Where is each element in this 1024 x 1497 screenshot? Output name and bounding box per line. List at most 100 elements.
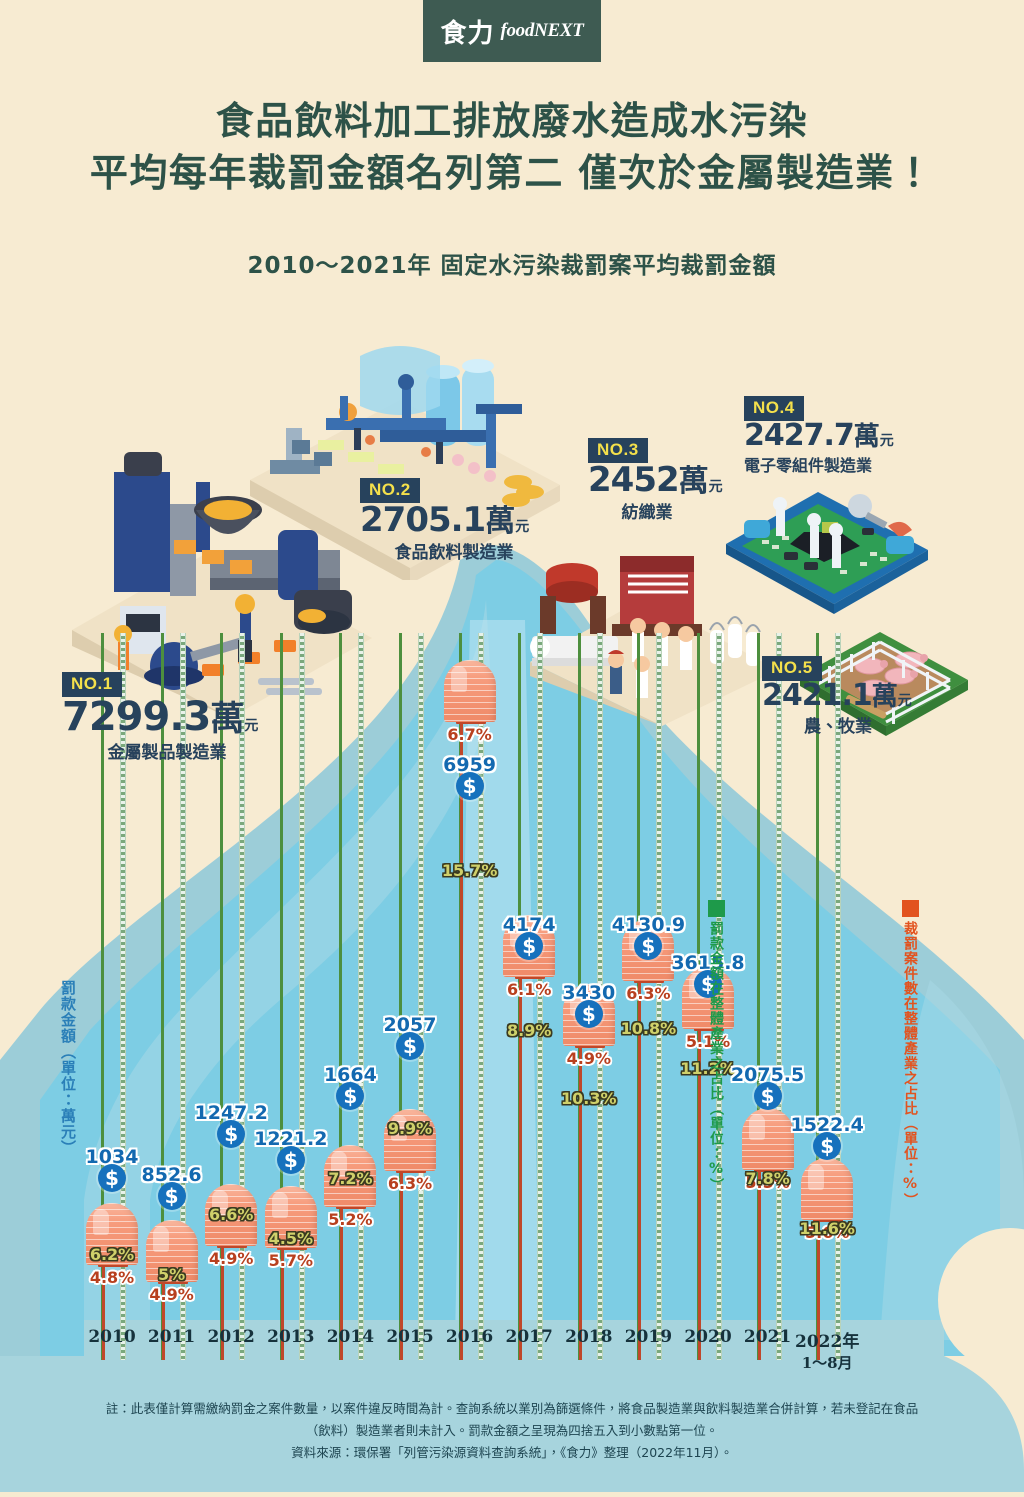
amount-label: 6959 (443, 754, 497, 776)
x-axis: 2010 2011 2012 2013 2014 2015 2016 2017 2018 2019… (0, 1327, 1024, 1372)
tower-post (102, 1265, 105, 1360)
x-axis-tick-2018: 2018 (565, 1327, 612, 1347)
rank-industry-5: 農、牧業 (804, 717, 872, 737)
tower-post (400, 1171, 403, 1360)
dollar-icon: $ (98, 1164, 126, 1192)
dollar-icon: $ (694, 970, 722, 998)
rank-amount-value-3: 2452 (588, 460, 680, 500)
legend-swatch-amount-share (707, 900, 725, 917)
amount-label: 852.6 (141, 1164, 202, 1186)
page-subtitle: 2010～2021年 固定水污染裁罰案平均裁罰金額 (247, 253, 777, 279)
legend-item-case-share: 裁罰案件數在整體產業之占比（單位：%） (810, 900, 1010, 1208)
water-tank-2010 (86, 1203, 138, 1266)
amount-share-line (339, 633, 343, 1360)
x-axis-tick-2020: 2020 (684, 1327, 731, 1347)
x-axis-tick-2016: 2016 (446, 1327, 493, 1347)
water-tank-2015 (384, 1109, 436, 1172)
tower-crossbar (98, 1263, 128, 1268)
chart-column-2012 (205, 633, 258, 1360)
case-share-ladder (537, 633, 544, 1360)
x-axis-tick-2012: 2012 (208, 1327, 255, 1347)
tower-post (519, 977, 523, 1360)
tower-crossbar (634, 979, 665, 984)
tower-crossbar (455, 720, 486, 725)
amount-share-label: 11.2% (680, 1059, 736, 1078)
rank-badge-5: NO.5 (762, 656, 822, 681)
case-share-ladder (179, 633, 186, 1360)
ranking-card-3: NO.3 2452萬元 紡織業 (588, 438, 723, 523)
dollar-icon: $ (574, 1000, 603, 1028)
brand-name-cn: 食力 (440, 18, 495, 49)
rank-amount-yuan-1: 元 (244, 718, 259, 734)
case-share-label: 5.2% (328, 1210, 373, 1230)
case-share-label: 4.9% (149, 1284, 194, 1304)
case-share-label: 6.3% (387, 1174, 433, 1194)
rank-amount-unit-1: 萬 (210, 699, 245, 739)
footnote: 註：此表僅計算需繳納罰金之案件數量，以案件違反時間為計。查詢系統以業別為篩選條件… (0, 1398, 1024, 1464)
headline-line-2: 平均每年裁罰金額名列第二 僅次於金屬製造業！ (89, 150, 935, 195)
rank-amount-value-5: 2421.1 (762, 678, 873, 713)
water-tank-2012 (205, 1183, 258, 1246)
footnote-line-1: 註：此表僅計算需繳納罰金之案件數量，以案件違反時間為計。查詢系統以業別為篩選條件… (105, 1401, 919, 1416)
amount-label: 1664 (323, 1064, 377, 1086)
tower-crossbar (813, 1218, 844, 1223)
water-tank-2013 (264, 1186, 317, 1249)
x-tick-main: 2011 (147, 1327, 196, 1347)
x-tick-main: 2017 (505, 1327, 553, 1347)
amount-share-label: 7.2% (328, 1169, 373, 1188)
dollar-icon: $ (515, 932, 544, 960)
water-tank-2022年 (801, 1158, 854, 1221)
chart-legend: 裁罰案件數在整體產業之占比（單位：%） 罰款金額在整體產業之占比（單位：%） (626, 900, 1010, 1208)
amount-label: 3430 (562, 982, 616, 1004)
x-tick-main: 2014 (326, 1327, 375, 1347)
x-tick-main: 2010 (88, 1327, 136, 1347)
dollar-icon: $ (157, 1182, 186, 1210)
rank-amount-unit-4: 萬 (853, 422, 880, 452)
rank-badge-2: NO.2 (360, 478, 420, 503)
tower-crossbar (753, 1167, 784, 1172)
x-axis-tick-2014: 2014 (327, 1327, 374, 1347)
tower-post (459, 722, 463, 1360)
x-tick-main: 2016 (445, 1327, 494, 1347)
rank-amount-yuan-2: 元 (515, 519, 530, 535)
brand-name-en: foodNEXT (500, 20, 584, 41)
case-share-label: 5.5% (745, 1172, 790, 1192)
brand-logo: 食力 foodNEXT (423, 0, 601, 62)
chart-column-2021 (741, 633, 794, 1360)
x-axis-tick-2017: 2017 (506, 1327, 553, 1347)
tower-post (280, 1248, 284, 1360)
x-tick-main: 2020 (684, 1327, 732, 1347)
rank-amount-3: 2452萬元 (588, 463, 723, 497)
rank-amount-value-4: 2427.7 (744, 418, 855, 453)
dollar-icon: $ (455, 772, 484, 800)
dollar-icon: $ (336, 1082, 365, 1110)
case-share-label: 4.9% (566, 1048, 611, 1068)
legend-swatch-case-share (901, 900, 919, 917)
rank-amount-value-1: 7299.3 (62, 694, 211, 740)
rank-amount-unit-2: 萬 (485, 504, 516, 539)
rank-amount-2: 2705.1萬元 (360, 503, 548, 537)
rank-amount-5: 2421.1萬元 (762, 681, 914, 711)
dollar-icon: $ (217, 1120, 246, 1148)
dollar-icon: $ (276, 1146, 305, 1174)
rank-badge-3: NO.3 (588, 438, 648, 463)
water-tank-2011 (145, 1219, 198, 1282)
ranking-card-1: NO.1 7299.3萬元 金屬製品製造業 (62, 672, 272, 763)
amount-label: 1247.2 (194, 1102, 268, 1124)
dollar-icon: $ (753, 1082, 782, 1110)
ranking-card-4: NO.4 2427.7萬元 電子零組件製造業 (744, 396, 894, 476)
rank-industry-4: 電子零組件製造業 (744, 456, 873, 475)
amount-share-label: 10.8% (620, 1019, 677, 1038)
amount-label: 2057 (383, 1014, 437, 1036)
chart-column-2018 (562, 633, 615, 1360)
illustration-electronics-board (722, 470, 932, 625)
amount-share-line (399, 633, 402, 1360)
rank-amount-unit-3: 萬 (678, 464, 709, 499)
x-tick-main: 2013 (267, 1327, 315, 1347)
case-share-label: 5.7% (268, 1251, 313, 1271)
case-share-label: 5.1% (685, 1031, 731, 1051)
amount-share-line (756, 633, 760, 1360)
amount-share-line (101, 633, 104, 1360)
x-tick-main: 2019 (624, 1327, 673, 1347)
ranking-card-5: NO.5 2421.1萬元 農、牧業 (762, 656, 914, 737)
